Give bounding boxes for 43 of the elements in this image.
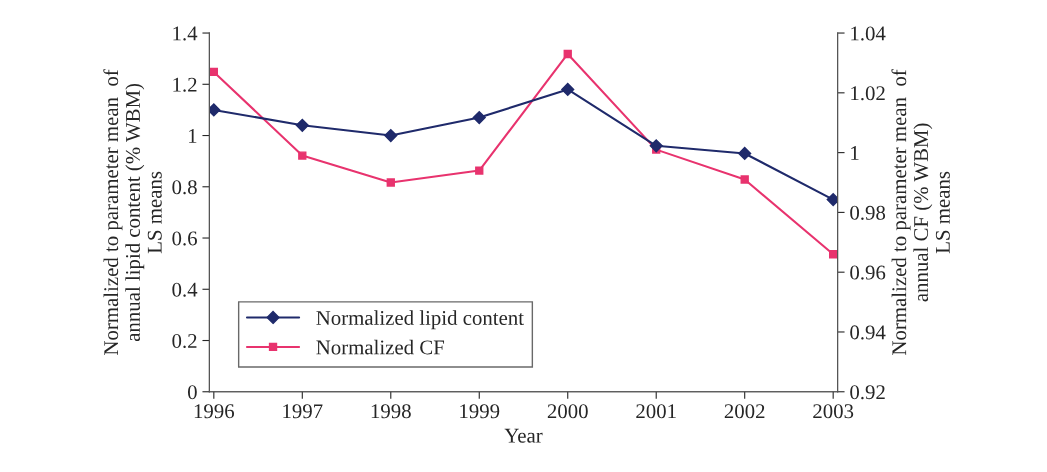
y-axis-title: Normalized to parameter mean of annual lipid content (% WBM) LS means — [103, 69, 162, 355]
point — [298, 151, 307, 160]
x-tick-label: 1996 — [194, 404, 235, 419]
y-tick-label: 0.4 — [172, 282, 198, 297]
y2-tick-label: 1 — [851, 146, 859, 160]
x-tick-label: 2000 — [547, 404, 588, 419]
y-tick-label: 1 — [189, 129, 197, 143]
y-tick-label: 0.8 — [172, 180, 197, 195]
y-tick-label: 0.2 — [172, 333, 197, 349]
x-tick-label: 1997 — [283, 404, 323, 419]
y-tick-label: 0 — [187, 385, 197, 400]
y2-tick-label: 0.92 — [850, 385, 885, 400]
point — [649, 139, 663, 153]
point — [740, 175, 749, 184]
x-tick-label: 2001 — [636, 404, 676, 419]
point — [295, 118, 309, 132]
point — [386, 178, 395, 187]
point — [209, 67, 218, 77]
legend-label: Normalized CF — [316, 339, 445, 355]
y2-tick-label: 0.94 — [850, 325, 886, 340]
x-tick-label: 1999 — [460, 404, 500, 419]
y2-tick-label: 0.98 — [850, 205, 886, 220]
legend-label: Normalized lipid content — [316, 310, 524, 330]
y2-axis-title: Normalized to parameter mean of annual CF (% WBM) LS means — [891, 69, 950, 355]
point — [209, 103, 221, 117]
point — [563, 49, 572, 59]
x-tick-label: 2003 — [813, 404, 854, 419]
y2-tick-label: 1.02 — [851, 86, 885, 101]
point — [472, 111, 486, 125]
y-tick-label: 1.4 — [173, 26, 198, 41]
point — [561, 82, 575, 96]
point — [475, 166, 484, 175]
y2-tick-label: 0.96 — [850, 265, 886, 280]
point — [738, 146, 752, 161]
x-tick-label: 2002 — [724, 404, 765, 419]
x-tick-label: 1998 — [371, 404, 411, 419]
point — [826, 193, 838, 207]
y2-tick-label: 1.04 — [851, 26, 886, 41]
y-tick-label: 0.6 — [172, 231, 197, 246]
point — [384, 128, 398, 143]
y-tick-label: 1.2 — [173, 77, 197, 92]
x-axis-title: Year — [504, 428, 543, 443]
point — [829, 250, 838, 259]
